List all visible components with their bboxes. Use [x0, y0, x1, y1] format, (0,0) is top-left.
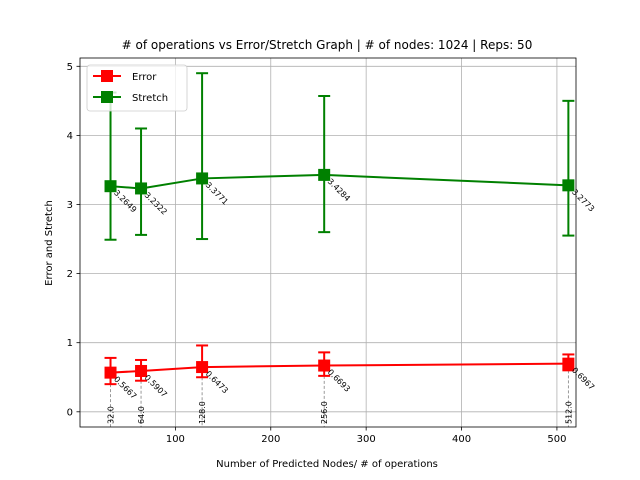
- x-annotation-label: 64.0: [137, 406, 146, 424]
- x-tick-label: 500: [547, 434, 566, 445]
- y-tick-label: 4: [67, 131, 73, 142]
- data-point: [318, 359, 331, 372]
- data-point: [104, 366, 117, 379]
- y-tick-label: 5: [67, 62, 73, 73]
- legend-label-stretch: Stretch: [132, 93, 168, 104]
- y-tick-label: 2: [67, 269, 73, 280]
- x-tick-label: 400: [452, 434, 471, 445]
- data-point: [196, 172, 209, 185]
- legend-swatch-marker: [101, 91, 113, 103]
- x-annotations: 32.0 64.0 128.0 256.0 512.0: [107, 370, 573, 427]
- legend-swatch-marker: [101, 70, 113, 82]
- data-point: [318, 168, 331, 181]
- x-annotation-label: 512.0: [564, 401, 573, 424]
- y-tick-label: 3: [67, 200, 73, 211]
- y-tick-label: 1: [67, 338, 73, 349]
- data-point: [135, 364, 148, 377]
- x-tick-label: 200: [261, 434, 280, 445]
- legend: Error Stretch: [86, 64, 188, 112]
- x-tick-label: 300: [357, 434, 376, 445]
- chart-title: # of operations vs Error/Stretch Graph |…: [122, 38, 533, 52]
- data-point: [562, 179, 575, 192]
- data-point: [104, 180, 117, 193]
- x-tick-label: 100: [166, 434, 185, 445]
- data-point: [135, 182, 148, 195]
- data-point: [196, 361, 209, 374]
- plot-area-frame: [79, 57, 577, 428]
- x-axis-label: Number of Predicted Nodes/ # of operatio…: [216, 459, 438, 470]
- axes: 100 200 300 400 500 0 1 2 3 4 5: [67, 62, 567, 445]
- x-annotation-label: 128.0: [198, 401, 207, 424]
- grid: [80, 58, 576, 427]
- x-annotation-label: 256.0: [320, 401, 329, 424]
- data-point: [562, 357, 575, 370]
- y-axis-label: Error and Stretch: [44, 200, 55, 286]
- legend-label-error: Error: [132, 72, 157, 83]
- x-annotation-label: 32.0: [107, 406, 116, 424]
- y-tick-label: 0: [67, 407, 73, 418]
- legend-entry-error: Error: [93, 70, 157, 83]
- legend-entry-stretch: Stretch: [93, 91, 168, 104]
